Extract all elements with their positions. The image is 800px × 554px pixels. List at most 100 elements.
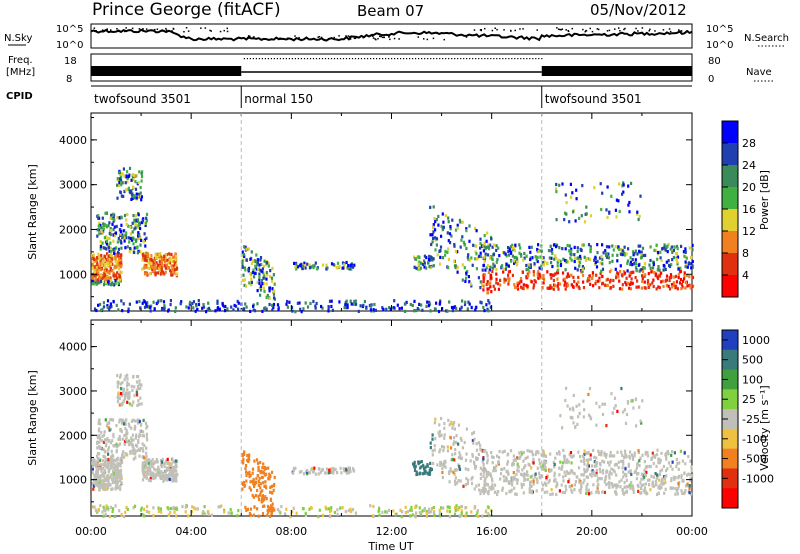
power-cell — [575, 197, 578, 201]
velocity-cell — [137, 385, 140, 389]
velocity-cell — [171, 465, 174, 469]
velocity-cell — [109, 475, 112, 479]
freq-tick-bottom: 8 — [66, 74, 72, 85]
power-cell — [258, 286, 261, 290]
velocity-cell — [535, 489, 538, 493]
power-cell — [525, 263, 528, 268]
power-cell — [107, 246, 111, 250]
power-cell — [381, 306, 384, 310]
velocity-cell — [97, 419, 101, 423]
power-cell — [209, 308, 212, 312]
velocity-cell — [272, 484, 275, 488]
nsearch-dot — [519, 28, 521, 30]
velocity-cell — [538, 458, 541, 462]
velocity-cell — [430, 507, 433, 511]
power-cell — [511, 273, 514, 277]
power-cell — [109, 246, 113, 251]
velocity-cell — [423, 508, 426, 512]
velocity-cell — [160, 475, 163, 479]
power-cell — [676, 255, 680, 259]
power-cell — [487, 287, 490, 291]
power-cell — [552, 273, 555, 277]
nsearch-dot — [536, 29, 538, 31]
velocity-cell — [673, 477, 676, 481]
power-cell — [523, 256, 526, 260]
power-cell — [103, 222, 106, 227]
velocity-cell — [498, 455, 501, 460]
power-cell — [411, 303, 414, 307]
velocity-cell — [661, 480, 664, 484]
velocity-cell — [117, 443, 120, 447]
velocity-cell — [418, 460, 421, 464]
velocity-cell — [92, 458, 95, 462]
power-cell — [482, 244, 485, 248]
power-cell — [617, 272, 620, 276]
power-cell — [497, 246, 500, 250]
velocity-cell — [168, 462, 171, 466]
power-cell — [290, 305, 294, 309]
velocity-cell — [319, 470, 322, 475]
velocity-cell — [486, 458, 489, 462]
velocity-cell — [434, 437, 437, 441]
power-cell — [417, 262, 420, 266]
velocity-cell — [477, 483, 481, 487]
velocity-cell — [298, 470, 301, 474]
velocity-panel-frame — [90, 319, 693, 517]
velocity-cell — [487, 512, 490, 516]
velocity-cell — [136, 418, 139, 422]
velocity-colorbar-swatch — [722, 409, 738, 430]
nsearch-dot — [165, 27, 167, 30]
power-cell — [252, 259, 255, 263]
power-cell — [325, 263, 328, 267]
power-cell — [163, 264, 166, 268]
power-cell — [372, 308, 375, 312]
power-cell — [425, 266, 428, 270]
velocity-cell — [538, 475, 541, 479]
velocity-colorbar-swatch — [722, 468, 738, 489]
power-cell — [511, 254, 514, 258]
power-cell — [567, 260, 570, 264]
nave-dot — [348, 58, 351, 60]
power-cell — [249, 309, 252, 313]
power-cell — [618, 209, 621, 214]
power-cell — [127, 236, 130, 240]
velocity-cell — [578, 488, 581, 492]
power-cell — [168, 261, 172, 265]
nsearch-dot — [209, 29, 211, 32]
power-cell — [672, 255, 675, 260]
velocity-cell — [474, 465, 477, 469]
velocity-cell — [160, 460, 163, 464]
velocity-cell — [249, 480, 252, 484]
nave-dot — [517, 58, 519, 60]
nave-dot — [532, 58, 534, 60]
velocity-cell — [448, 423, 451, 427]
velocity-cell — [525, 473, 528, 477]
power-cell — [490, 237, 493, 241]
velocity-cell — [472, 441, 475, 445]
power-cell — [540, 249, 543, 253]
velocity-cell — [98, 440, 101, 444]
power-cell — [221, 302, 224, 306]
velocity-cell — [624, 449, 627, 453]
nave-dot — [273, 58, 275, 60]
power-cell — [128, 166, 132, 170]
beam-title: Beam 07 — [357, 2, 424, 20]
velocity-cell — [643, 490, 646, 494]
power-cell — [641, 276, 644, 281]
velocity-cell — [304, 513, 307, 517]
velocity-cell — [107, 448, 110, 452]
velocity-cell — [332, 471, 335, 475]
velocity-cell — [652, 475, 655, 479]
velocity-cell — [132, 451, 135, 455]
power-cell — [489, 285, 492, 289]
nave-dot — [478, 58, 480, 60]
velocity-cell — [528, 487, 531, 491]
power-cell — [133, 194, 136, 198]
nave-dot — [252, 58, 254, 60]
velocity-cell — [421, 509, 424, 513]
velocity-cell — [638, 405, 641, 409]
power-cell — [245, 305, 248, 309]
power-cell — [327, 306, 330, 310]
power-cell — [126, 170, 129, 174]
velocity-cell — [665, 457, 668, 461]
